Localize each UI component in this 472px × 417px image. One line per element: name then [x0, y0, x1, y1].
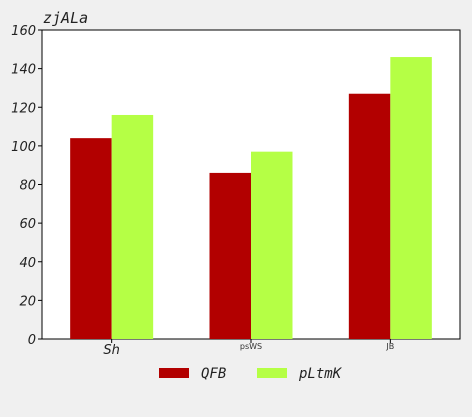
legend-swatch-QFB: [159, 368, 189, 378]
y-tick-label: 100: [11, 140, 36, 155]
y-tick-label: 60: [19, 217, 36, 232]
x-tick-label: Sh: [103, 343, 120, 358]
x-tick-label: psWS: [240, 342, 262, 351]
y-tick-label: 140: [11, 63, 36, 78]
x-axis: Sh psWS JB: [103, 339, 394, 358]
y-tick-label: 80: [19, 179, 36, 194]
y-axis: 0 20 40 60 80 100 120 140 160: [11, 24, 42, 348]
legend-label-QFB: QFB: [201, 366, 226, 382]
y-tick-label: 40: [19, 256, 36, 271]
y-tick-label: 160: [11, 24, 36, 39]
bar-pLtmK-JB: [390, 57, 432, 339]
legend-label-pLtmK: pLtmK: [298, 366, 343, 382]
x-tick-label: JB: [385, 342, 394, 351]
legend: QFB pLtmK: [159, 366, 343, 382]
chart-title: zjALa: [43, 9, 88, 27]
legend-swatch-pLtmK: [257, 368, 287, 378]
bars-group: [70, 57, 432, 339]
bar-QFB-Sh: [70, 138, 112, 339]
bar-QFB-JB: [348, 93, 391, 339]
bar-QFB-psWS: [209, 172, 251, 339]
y-tick-label: 20: [19, 294, 36, 309]
bar-pLtmK-Sh: [111, 114, 154, 339]
bar-pLtmK-psWS: [251, 151, 293, 339]
y-tick-label: 120: [11, 101, 36, 116]
y-tick-label: 0: [28, 333, 36, 348]
